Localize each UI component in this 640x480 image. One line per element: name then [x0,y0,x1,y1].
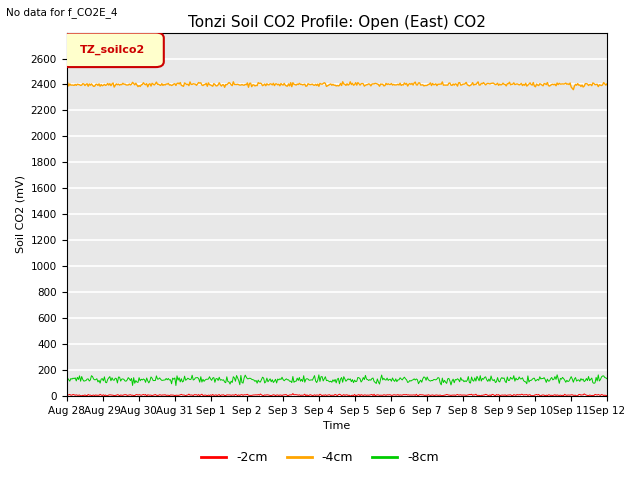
Title: Tonzi Soil CO2 Profile: Open (East) CO2: Tonzi Soil CO2 Profile: Open (East) CO2 [188,15,486,30]
Text: No data for f_CO2E_4: No data for f_CO2E_4 [6,7,118,18]
Legend: -2cm, -4cm, -8cm: -2cm, -4cm, -8cm [196,446,444,469]
X-axis label: Time: Time [323,421,350,432]
Text: TZ_soilco2: TZ_soilco2 [80,45,145,55]
FancyBboxPatch shape [61,33,164,67]
Y-axis label: Soil CO2 (mV): Soil CO2 (mV) [15,175,25,253]
